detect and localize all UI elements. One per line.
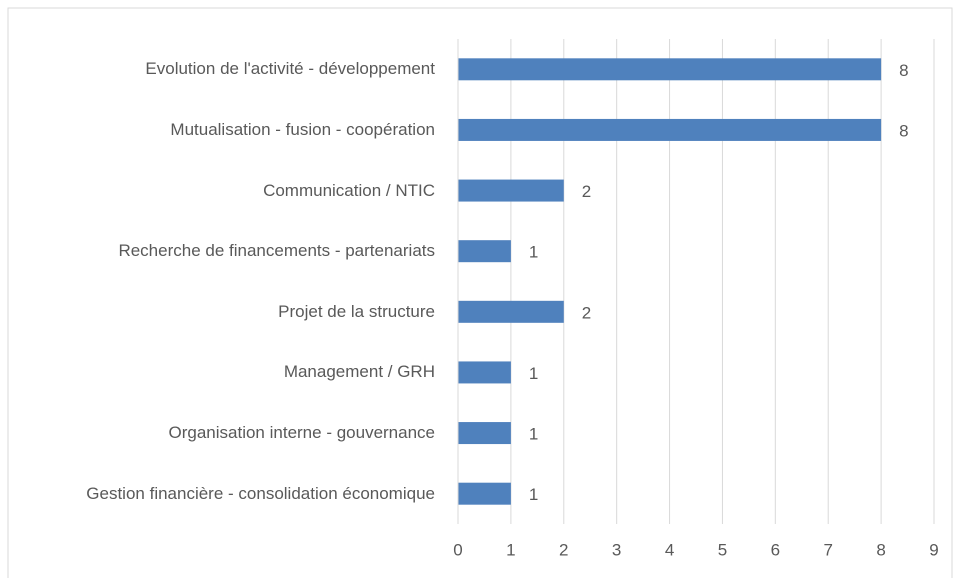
y-tick-label: Communication / NTIC xyxy=(263,180,435,200)
bar xyxy=(458,58,882,81)
y-tick-label: Management / GRH xyxy=(283,362,435,382)
y-tick-label: Evolution de l'activité - développement xyxy=(145,59,435,79)
x-tick-label: 4 xyxy=(665,540,674,559)
chart-border xyxy=(7,7,953,578)
bar xyxy=(458,118,882,141)
bar xyxy=(458,300,564,323)
data-label: 8 xyxy=(899,121,908,140)
data-label: 2 xyxy=(582,303,591,322)
x-tick-label: 5 xyxy=(718,540,727,559)
bar xyxy=(458,179,564,202)
bar xyxy=(458,240,511,263)
x-tick-label: 1 xyxy=(506,540,515,559)
data-label: 1 xyxy=(529,243,538,262)
data-label: 2 xyxy=(582,182,591,201)
y-tick-label: Mutualisation - fusion - coopération xyxy=(170,119,435,139)
bar xyxy=(458,482,511,505)
y-tick-label: Projet de la structure xyxy=(278,301,435,321)
x-tick-label: 0 xyxy=(453,540,462,559)
y-tick-label: Recherche de financements - partenariats xyxy=(118,241,435,261)
x-tick-label: 8 xyxy=(876,540,885,559)
data-label: 8 xyxy=(899,61,908,80)
x-tick-label: 9 xyxy=(929,540,938,559)
bar xyxy=(458,422,511,445)
bar xyxy=(458,361,511,384)
x-tick-label: 7 xyxy=(823,540,832,559)
data-label: 1 xyxy=(529,425,538,444)
x-tick-label: 3 xyxy=(612,540,621,559)
y-tick-label: Gestion financière - consolidation écono… xyxy=(86,483,435,503)
y-tick-label: Organisation interne - gouvernance xyxy=(168,423,436,443)
data-label: 1 xyxy=(529,485,538,504)
x-tick-label: 6 xyxy=(771,540,780,559)
data-label: 1 xyxy=(529,364,538,383)
x-tick-label: 2 xyxy=(559,540,568,559)
